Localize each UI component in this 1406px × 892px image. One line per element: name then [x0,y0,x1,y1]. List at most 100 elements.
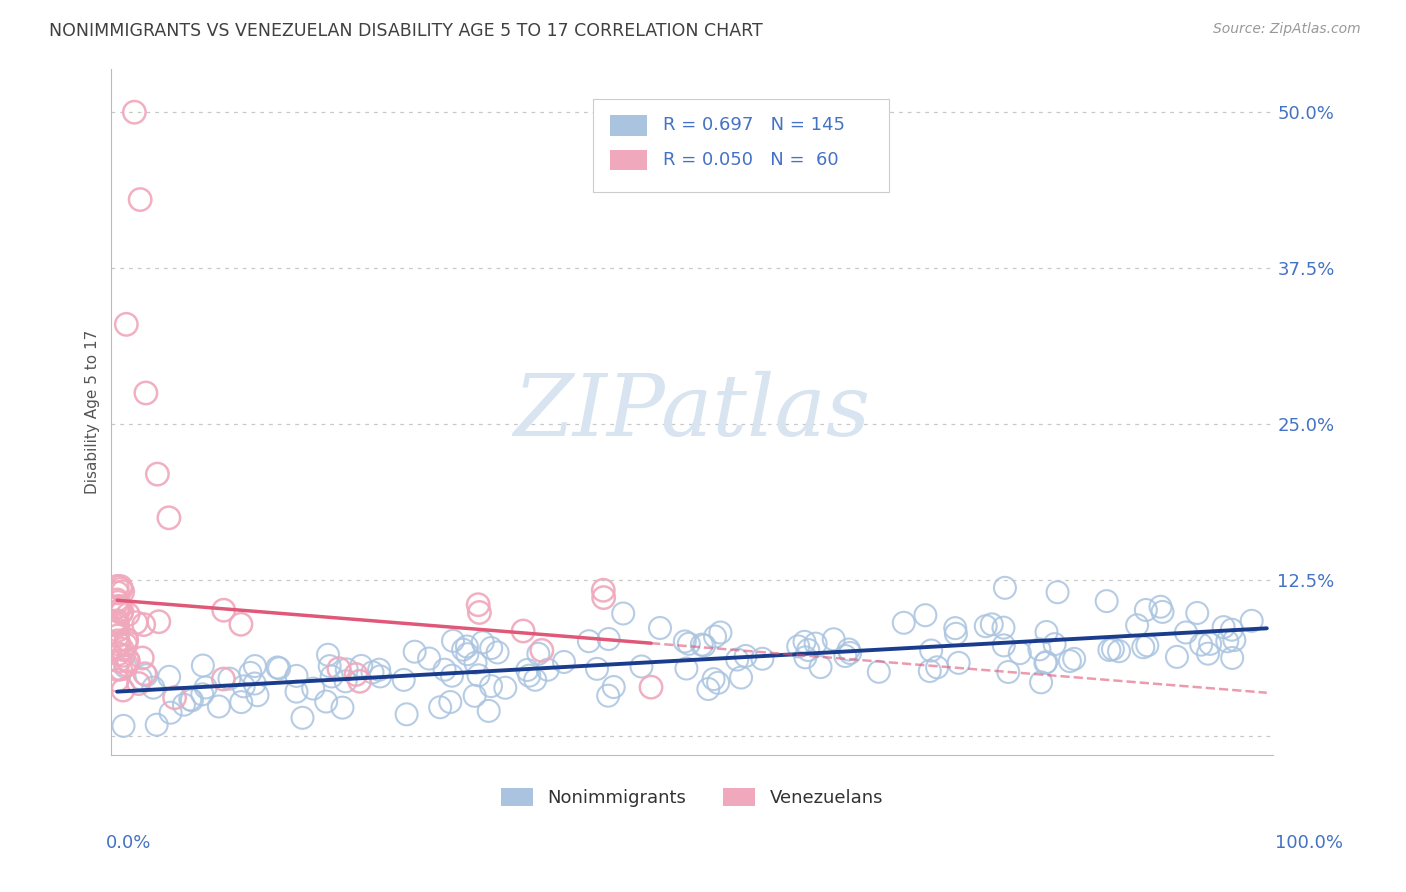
Point [1199,637,1222,651]
Point [1223,633,1246,648]
Point [1240,614,1263,628]
Point [640,680,662,694]
Point [361,665,384,680]
Point [110,580,132,594]
Point [1187,606,1209,620]
Point [464,689,486,703]
Point [673,634,696,648]
Point [112,648,135,663]
Point [131,651,153,665]
Point [1035,655,1057,669]
Point [429,700,451,714]
Point [1174,625,1197,640]
Point [157,670,180,684]
Point [191,658,214,673]
Point [1063,652,1085,666]
Text: R = 0.050   N =  60: R = 0.050 N = 60 [664,151,838,169]
Point [392,673,415,687]
Point [285,669,308,683]
Point [107,629,129,643]
Point [115,318,138,332]
Point [291,711,314,725]
Point [945,627,967,641]
Point [266,660,288,674]
Point [530,643,553,657]
Point [105,614,128,628]
Point [1028,642,1050,657]
Point [246,688,269,702]
Point [318,659,340,673]
Point [229,617,252,632]
Point [630,659,652,673]
Point [239,665,262,680]
Point [179,692,201,706]
Point [368,669,391,683]
Point [516,663,538,677]
Point [134,666,156,681]
Point [787,640,810,654]
Point [105,579,128,593]
Point [114,659,136,673]
Point [111,642,134,657]
Point [332,700,354,714]
Point [125,615,148,630]
Point [725,652,748,666]
Point [302,681,325,696]
Point [1035,625,1057,640]
Point [797,643,820,657]
Point [1095,594,1118,608]
Text: 100.0%: 100.0% [1275,834,1343,852]
Text: R = 0.697   N = 145: R = 0.697 N = 145 [664,117,845,135]
Point [703,672,725,686]
Point [107,604,129,618]
Point [395,707,418,722]
Point [794,650,817,665]
Point [612,607,634,621]
Point [1189,638,1212,652]
Point [1220,651,1243,665]
Point [598,689,620,703]
Legend: Nonimmigrants, Venezuelans: Nonimmigrants, Venezuelans [494,780,890,814]
Point [243,659,266,673]
Point [1008,646,1031,660]
Point [105,593,128,607]
Point [553,655,575,669]
Point [124,105,146,120]
Point [107,586,129,600]
Point [517,668,540,682]
Point [111,604,134,618]
Point [704,630,727,644]
Point [1136,638,1159,652]
Point [709,625,731,640]
Bar [610,150,647,170]
Point [115,657,138,672]
Point [1220,623,1243,637]
Point [486,645,509,659]
Point [994,581,1017,595]
Point [974,619,997,633]
Point [107,624,129,638]
Point [948,656,970,670]
Point [129,193,152,207]
Point [838,642,860,657]
Point [868,665,890,679]
Point [231,695,253,709]
Point [734,648,756,663]
Point [163,690,186,705]
Point [145,717,167,731]
Point [117,654,139,668]
Point [1035,656,1057,670]
Point [335,674,357,689]
Point [441,633,464,648]
Point [707,676,730,690]
Point [105,616,128,631]
Point [117,607,139,622]
Point [1132,640,1154,655]
Point [1212,620,1234,634]
Point [927,660,949,674]
Point [128,676,150,690]
Point [914,608,936,623]
Point [468,606,491,620]
Point [315,694,337,708]
Text: NONIMMIGRANTS VS VENEZUELAN DISABILITY AGE 5 TO 17 CORRELATION CHART: NONIMMIGRANTS VS VENEZUELAN DISABILITY A… [49,22,763,40]
